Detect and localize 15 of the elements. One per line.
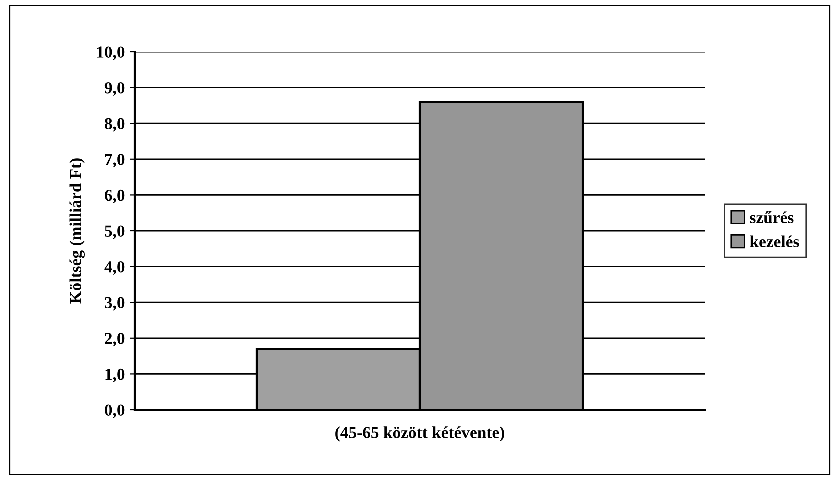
x-tick-label: (45-65 között kétévente)	[336, 426, 504, 442]
y-tick-label: 1,0	[106, 368, 125, 383]
y-tick-label: 0,0	[105, 404, 125, 418]
y-tick-label: 2,0	[105, 333, 125, 347]
y-tick-label: 5,0	[105, 226, 125, 240]
y-tick-label: 6,0	[105, 190, 125, 204]
y-tick-label: 9,0	[104, 82, 125, 96]
y-tick-label: 4,0	[104, 262, 125, 276]
legend-label: kezelés	[750, 236, 800, 248]
y-tick-label: 3,0	[105, 297, 125, 311]
y-tick-label: 7,0	[105, 154, 125, 168]
y-tick-label: 10,0	[97, 46, 125, 60]
legend-label: szűrés	[750, 212, 794, 224]
y-axis-title: Költség (milliárd Ft)	[70, 158, 85, 304]
y-tick-label: 8,0	[105, 118, 125, 132]
